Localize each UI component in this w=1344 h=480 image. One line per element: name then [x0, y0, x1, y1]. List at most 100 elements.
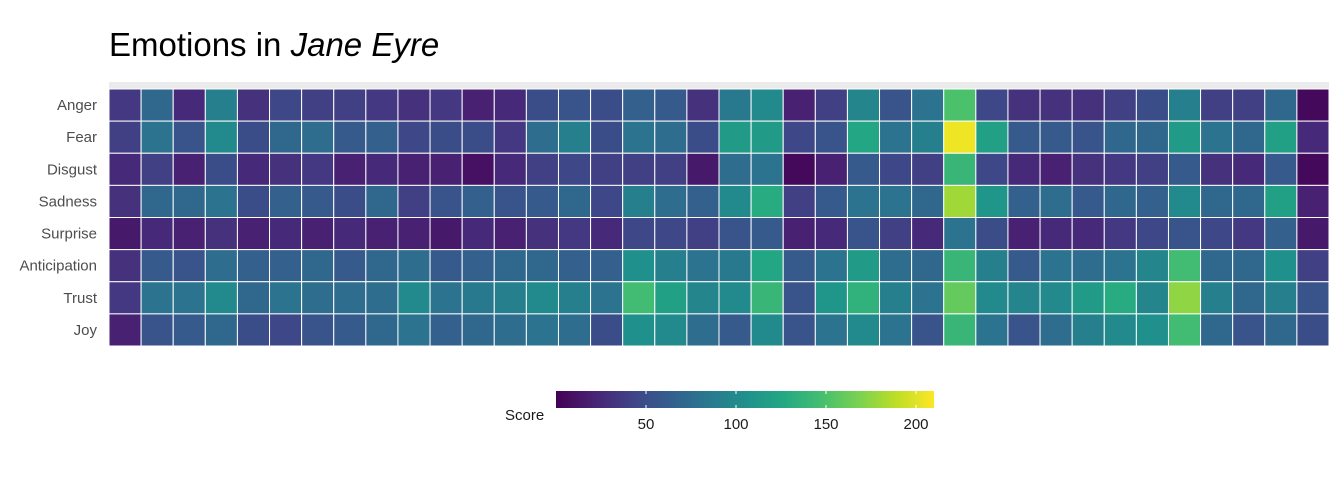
heatmap-cell — [975, 184, 1009, 219]
heatmap-cell — [429, 217, 463, 251]
heatmap-cell — [975, 88, 1009, 122]
heatmap-cell — [525, 249, 559, 283]
colorbar-legend: Score 50 100 150 200 — [505, 391, 934, 433]
heatmap-cell — [429, 281, 463, 315]
heatmap-cell — [879, 152, 913, 186]
heatmap-cell — [525, 217, 559, 251]
heatmap-cell — [846, 120, 881, 154]
heatmap-cell — [1232, 249, 1266, 283]
chart-title: Emotions in Jane Eyre — [109, 26, 439, 64]
heatmap-cell — [622, 217, 656, 251]
heatmap-cell — [140, 152, 174, 186]
heatmap-cell — [1135, 120, 1169, 154]
heatmap-cell — [557, 120, 592, 154]
heatmap-cell — [975, 313, 1009, 347]
heatmap-cell — [1039, 152, 1073, 186]
heatmap-cell — [590, 120, 624, 154]
heatmap-cell — [1167, 184, 1202, 219]
heatmap-cell — [397, 217, 431, 251]
heatmap-cell — [429, 249, 463, 283]
heatmap-cell — [1296, 217, 1330, 251]
heatmap-cell — [557, 313, 592, 347]
heatmap-cell — [269, 217, 303, 251]
heatmap-cell — [622, 88, 656, 122]
heatmap-cell — [750, 88, 784, 122]
heatmap-cell — [429, 184, 463, 219]
heatmap-cell — [1264, 184, 1298, 219]
colorbar-tick-label: 100 — [723, 416, 748, 433]
y-axis-label: Anger — [57, 97, 97, 114]
heatmap-cells — [108, 88, 1330, 347]
heatmap-cell — [236, 217, 271, 251]
heatmap-cell — [493, 184, 527, 219]
y-axis-labels: Anger Fear Disgust Sadness Surprise Anticipat… — [19, 97, 97, 339]
heatmap-cell — [1264, 217, 1298, 251]
heatmap-cell — [1232, 120, 1266, 154]
heatmap-cell — [172, 217, 206, 251]
heatmap-cell — [397, 184, 431, 219]
heatmap-cell — [1071, 281, 1105, 315]
heatmap-cell — [686, 249, 720, 283]
heatmap-cell — [461, 313, 495, 347]
heatmap-cell — [1039, 184, 1073, 219]
heatmap-cell — [943, 281, 977, 315]
heatmap-cell — [108, 184, 142, 219]
heatmap-cell — [814, 249, 848, 283]
heatmap-cell — [782, 313, 816, 347]
heatmap-cell — [557, 152, 592, 186]
heatmap-cell — [814, 217, 848, 251]
heatmap-cell — [1264, 88, 1298, 122]
heatmap-cell — [622, 184, 656, 219]
heatmap-cell — [943, 217, 977, 251]
heatmap-cell — [1296, 184, 1330, 219]
heatmap-cell — [269, 88, 303, 122]
heatmap-cell — [879, 217, 913, 251]
heatmap-cell — [911, 313, 945, 347]
heatmap-cell — [911, 281, 945, 315]
heatmap-cell — [1200, 313, 1234, 347]
heatmap-cell — [943, 249, 977, 283]
heatmap-cell — [1167, 152, 1202, 186]
panel-background — [109, 82, 1329, 89]
heatmap-cell — [1039, 217, 1073, 251]
heatmap-cell — [1296, 281, 1330, 315]
heatmap-cell — [1135, 88, 1169, 122]
heatmap-cell — [782, 152, 816, 186]
heatmap-cell — [622, 281, 656, 315]
y-axis-label: Fear — [66, 129, 97, 146]
heatmap-cell — [1007, 184, 1041, 219]
heatmap-cell — [879, 249, 913, 283]
heatmap-cell — [1167, 249, 1202, 283]
heatmap-cell — [750, 120, 784, 154]
heatmap-cell — [557, 249, 592, 283]
heatmap-cell — [204, 152, 238, 186]
heatmap-cell — [333, 88, 367, 122]
heatmap-cell — [846, 88, 881, 122]
heatmap-cell — [333, 313, 367, 347]
colorbar-gradient — [556, 391, 934, 408]
heatmap-cell — [975, 217, 1009, 251]
heatmap-cell — [975, 120, 1009, 154]
heatmap-cell — [718, 313, 752, 347]
heatmap-cell — [750, 217, 784, 251]
heatmap-cell — [172, 152, 206, 186]
heatmap-cell — [1103, 313, 1137, 347]
y-axis-label: Disgust — [47, 161, 98, 178]
heatmap-cell — [1200, 217, 1234, 251]
heatmap-cell — [590, 281, 624, 315]
heatmap-cell — [911, 88, 945, 122]
heatmap-cell — [172, 88, 206, 122]
heatmap-cell — [429, 313, 463, 347]
heatmap-cell — [525, 313, 559, 347]
heatmap-cell — [1007, 152, 1041, 186]
heatmap-cell — [397, 120, 431, 154]
heatmap-cell — [846, 217, 881, 251]
heatmap-cell — [493, 120, 527, 154]
heatmap-cell — [590, 217, 624, 251]
heatmap-cell — [1007, 88, 1041, 122]
heatmap-cell — [1167, 313, 1202, 347]
y-axis-label: Trust — [63, 290, 97, 307]
heatmap-cell — [1135, 281, 1169, 315]
heatmap-cell — [108, 281, 142, 315]
heatmap-cell — [1135, 152, 1169, 186]
